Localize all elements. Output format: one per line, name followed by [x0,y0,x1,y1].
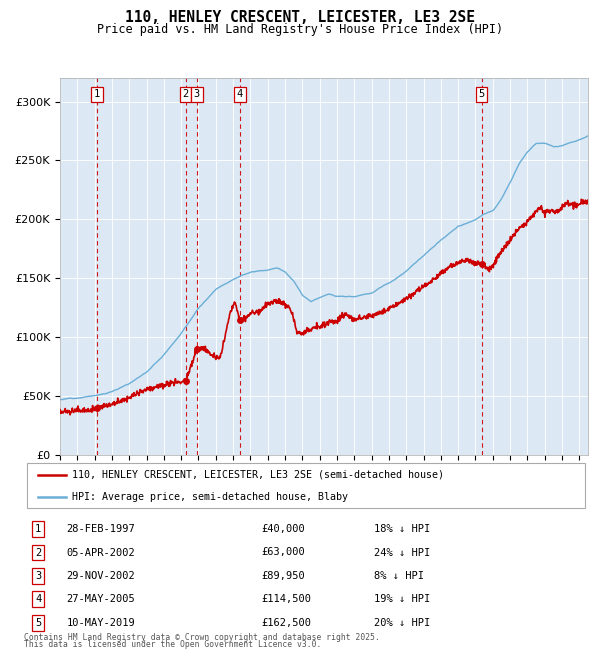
Text: 5: 5 [35,618,41,628]
Text: 29-NOV-2002: 29-NOV-2002 [66,571,135,581]
Text: £114,500: £114,500 [261,594,311,604]
Text: HPI: Average price, semi-detached house, Blaby: HPI: Average price, semi-detached house,… [72,491,348,502]
Text: 3: 3 [194,89,200,99]
Text: Contains HM Land Registry data © Crown copyright and database right 2025.: Contains HM Land Registry data © Crown c… [24,632,380,642]
Text: 18% ↓ HPI: 18% ↓ HPI [374,524,430,534]
Text: Price paid vs. HM Land Registry's House Price Index (HPI): Price paid vs. HM Land Registry's House … [97,23,503,36]
Text: 05-APR-2002: 05-APR-2002 [66,547,135,558]
Text: 2: 2 [182,89,189,99]
Text: 5: 5 [479,89,485,99]
Text: 8% ↓ HPI: 8% ↓ HPI [374,571,424,581]
Text: 27-MAY-2005: 27-MAY-2005 [66,594,135,604]
Text: 24% ↓ HPI: 24% ↓ HPI [374,547,430,558]
Text: £162,500: £162,500 [261,618,311,628]
Text: 10-MAY-2019: 10-MAY-2019 [66,618,135,628]
Text: 20% ↓ HPI: 20% ↓ HPI [374,618,430,628]
Text: £89,950: £89,950 [261,571,305,581]
Text: 1: 1 [94,89,100,99]
Text: £63,000: £63,000 [261,547,305,558]
Text: 3: 3 [35,571,41,581]
Text: 19% ↓ HPI: 19% ↓ HPI [374,594,430,604]
Text: 4: 4 [237,89,243,99]
Text: £40,000: £40,000 [261,524,305,534]
FancyBboxPatch shape [27,463,585,508]
Text: 110, HENLEY CRESCENT, LEICESTER, LE3 2SE (semi-detached house): 110, HENLEY CRESCENT, LEICESTER, LE3 2SE… [72,470,444,480]
Text: This data is licensed under the Open Government Licence v3.0.: This data is licensed under the Open Gov… [24,640,322,649]
Text: 2: 2 [35,547,41,558]
Text: 4: 4 [35,594,41,604]
Text: 110, HENLEY CRESCENT, LEICESTER, LE3 2SE: 110, HENLEY CRESCENT, LEICESTER, LE3 2SE [125,10,475,25]
Text: 1: 1 [35,524,41,534]
Text: 28-FEB-1997: 28-FEB-1997 [66,524,135,534]
